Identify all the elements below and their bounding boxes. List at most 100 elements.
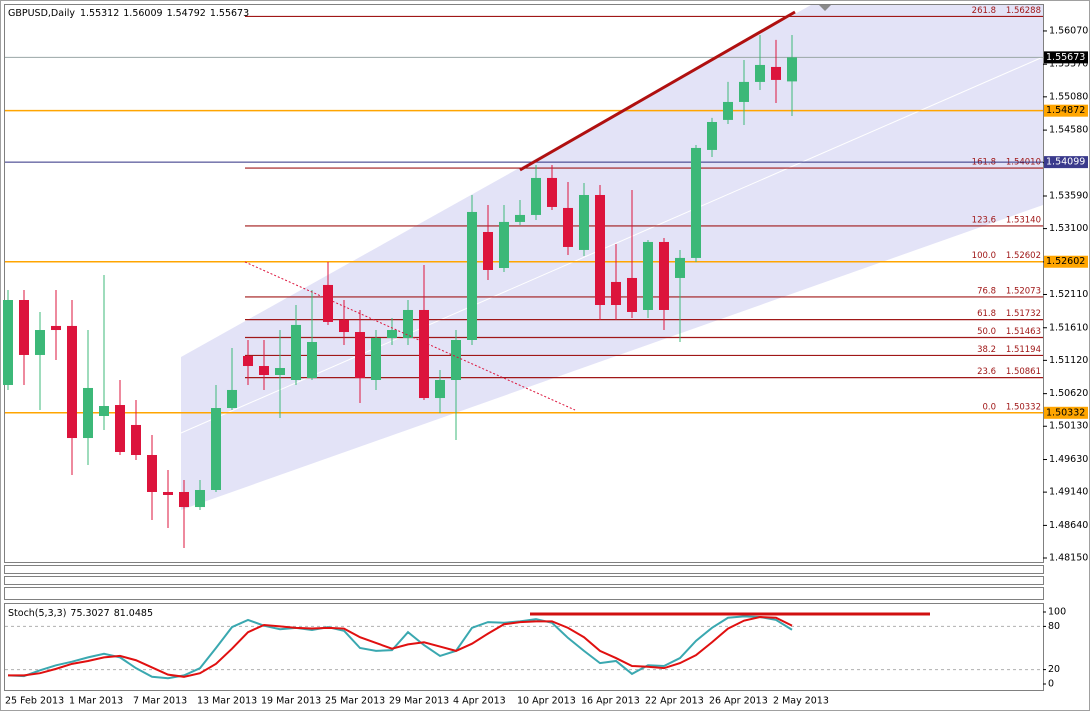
price-box	[1044, 406, 1088, 419]
candle-body	[243, 355, 253, 367]
candle-body	[675, 257, 685, 278]
fib-price: 1.51194	[1006, 345, 1041, 355]
price-box-label: 1.54872	[1046, 105, 1085, 116]
price-box-label: 1.54099	[1046, 157, 1085, 168]
candle-body	[611, 281, 621, 305]
x-tick-label: 22 Apr 2013	[645, 696, 704, 707]
price-box	[1044, 104, 1088, 117]
candle-body	[643, 241, 653, 310]
empty-panel	[4, 565, 1044, 574]
candle-body	[195, 489, 205, 508]
y-tick-label: 1.49630	[1049, 454, 1088, 465]
regression-channel	[181, 5, 1043, 510]
candle-body	[739, 81, 749, 102]
empty-panel	[4, 587, 1044, 600]
candle-body	[403, 309, 413, 339]
y-tick-label: 1.55570	[1049, 59, 1088, 70]
fib-price: 1.53140	[1006, 215, 1041, 225]
fib-ratio: 50.0	[977, 327, 996, 337]
empty-panel	[4, 576, 1044, 585]
candle-body	[339, 319, 349, 333]
x-tick-label: 19 Mar 2013	[261, 696, 321, 707]
x-tick-label: 29 Mar 2013	[389, 696, 449, 707]
candle-body	[3, 300, 13, 385]
marker	[819, 5, 831, 11]
y-tick-label: 1.53590	[1049, 190, 1088, 201]
candle-body	[355, 332, 365, 378]
price-box-label: 1.52602	[1046, 256, 1085, 267]
candle-body	[211, 408, 221, 490]
fib-base-line	[244, 261, 576, 411]
candle-body	[387, 330, 397, 339]
candle-body	[723, 101, 733, 120]
y-tick-label: 1.50620	[1049, 388, 1088, 399]
candle-body	[99, 406, 109, 416]
stoch-tick-label: 20	[1048, 664, 1060, 675]
candle-body	[707, 121, 717, 150]
candle-body	[35, 330, 45, 355]
stoch-tick-label: 80	[1048, 621, 1060, 632]
y-tick-label: 1.50130	[1049, 421, 1088, 432]
fib-price: 1.52602	[1006, 251, 1041, 261]
price-box	[1044, 51, 1088, 64]
stoch-line	[8, 616, 793, 678]
candle-body	[115, 405, 125, 452]
y-tick-label: 1.48150	[1049, 553, 1088, 564]
y-tick-label: 1.51120	[1049, 355, 1088, 366]
candle-body	[787, 57, 797, 82]
price-box	[1044, 156, 1088, 169]
candle-body	[163, 491, 173, 495]
x-tick-label: 25 Feb 2013	[5, 696, 64, 707]
candle-body	[227, 389, 237, 409]
candle-body	[419, 309, 429, 399]
fib-ratio: 61.8	[977, 309, 996, 319]
y-tick-label: 1.52110	[1049, 289, 1088, 300]
fib-ratio: 0.0	[982, 402, 996, 412]
y-tick-label: 1.53100	[1049, 223, 1088, 234]
fib-ratio: 23.6	[977, 367, 996, 377]
chart-header: GBPUSD,Daily 1.55312 1.56009 1.54792 1.55673	[8, 8, 249, 19]
candle-body	[691, 147, 701, 258]
candle-body	[563, 207, 573, 247]
candle-body	[531, 177, 541, 215]
candle-body	[275, 368, 285, 376]
candle-body	[515, 214, 525, 222]
price-box	[1044, 255, 1088, 268]
trend-line	[519, 10, 796, 172]
fib-price: 1.50332	[1006, 402, 1041, 412]
y-tick-label: 1.49140	[1049, 487, 1088, 498]
stoch-tick-label: 0	[1048, 679, 1054, 690]
candle-body	[627, 277, 637, 312]
candle-body	[51, 325, 61, 331]
fib-ratio: 261.8	[972, 6, 996, 16]
fib-price: 1.50861	[1006, 367, 1041, 377]
y-tick-label: 1.56070	[1049, 25, 1088, 36]
stoch-header: Stoch(5,3,3) 75.3027 81.0485	[8, 608, 153, 619]
fib-ratio: 76.8	[977, 286, 996, 296]
candle-body	[659, 241, 669, 310]
candle-body	[131, 424, 141, 455]
x-tick-label: 25 Mar 2013	[325, 696, 385, 707]
candle-body	[499, 221, 509, 268]
fib-ratio: 123.6	[972, 215, 996, 225]
candle-body	[19, 300, 29, 355]
candle-body	[483, 231, 493, 270]
stoch-line	[7, 615, 793, 680]
candle-body	[451, 339, 461, 380]
candle-body	[435, 379, 445, 399]
stoch-tick-label: 100	[1048, 607, 1066, 618]
fib-price: 1.56288	[1006, 6, 1041, 16]
x-tick-label: 16 Apr 2013	[581, 696, 640, 707]
y-tick-label: 1.51610	[1049, 322, 1088, 333]
candle-body	[307, 341, 317, 378]
candle-body	[467, 211, 477, 340]
candle-body	[371, 338, 381, 380]
y-tick-label: 1.54580	[1049, 125, 1088, 136]
fib-price: 1.52073	[1006, 286, 1041, 296]
x-tick-label: 13 Mar 2013	[197, 696, 257, 707]
fib-ratio: 38.2	[977, 345, 996, 355]
candle-body	[547, 177, 557, 207]
x-tick-label: 1 Mar 2013	[69, 696, 123, 707]
